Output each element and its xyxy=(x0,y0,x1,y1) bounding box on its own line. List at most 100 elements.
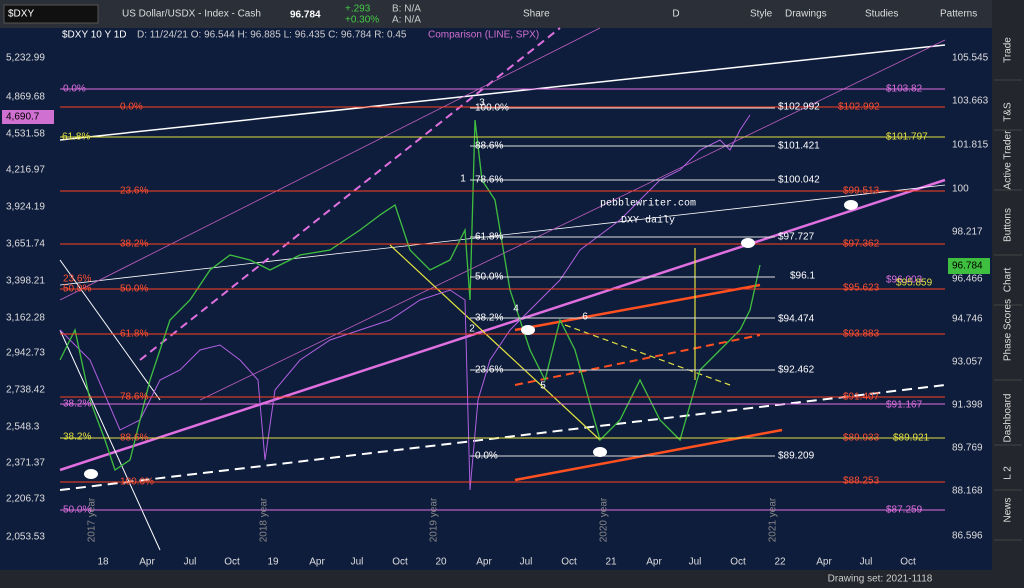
price-marker xyxy=(2,110,54,124)
trend-line xyxy=(514,334,761,386)
footer-bar xyxy=(0,570,992,588)
toolbar xyxy=(0,0,1024,28)
trend-line xyxy=(199,39,946,401)
price-level-label: $92.462 xyxy=(778,365,815,376)
last-price: 96.784 xyxy=(290,10,321,21)
x-axis-label: 18 xyxy=(97,557,109,568)
sidebar-tab[interactable]: News xyxy=(1003,497,1014,522)
x-axis-label: Apr xyxy=(139,557,155,568)
price-level-label: $93.883 xyxy=(843,329,880,340)
sidebar-tab[interactable]: Active Trader xyxy=(1003,130,1014,190)
sidebar-tab[interactable]: Dashboard xyxy=(1003,394,1014,443)
left-axis-label: 4,216.97 xyxy=(6,165,45,176)
wave-label: 1 xyxy=(460,174,466,185)
price-level-label: $89.921 xyxy=(893,433,930,444)
symbol: $DXY xyxy=(8,9,34,20)
right-axis-bg xyxy=(948,28,992,570)
price-level-label: $95.623 xyxy=(843,283,880,294)
marker xyxy=(84,469,98,479)
channel-line xyxy=(59,259,161,401)
fib-label: 0.0% xyxy=(63,84,86,95)
fib-label: 50.0% xyxy=(475,272,503,283)
trend-line xyxy=(59,384,946,491)
right-axis-label: 89.769 xyxy=(952,443,983,454)
left-axis-label: 5,232.99 xyxy=(6,53,45,64)
price-level-label: $100.042 xyxy=(778,175,820,186)
channel-line xyxy=(59,329,161,551)
marker xyxy=(593,447,607,457)
marker xyxy=(521,325,535,335)
left-axis-label: 2,548.3 xyxy=(6,422,40,433)
fib-label: 78.6% xyxy=(120,392,148,403)
watermark: pebblewriter.com xyxy=(600,198,696,210)
fib-label: 0.0% xyxy=(475,451,498,462)
sidebar-tab[interactable]: Buttons xyxy=(1003,208,1014,242)
x-axis-label: Apr xyxy=(309,557,325,568)
comparison: Comparison (LINE, SPX) xyxy=(428,30,539,41)
year-label: 2019 year xyxy=(429,497,440,542)
sidebar-tab[interactable]: Phase Scores xyxy=(1003,299,1014,361)
x-axis-label: Apr xyxy=(476,557,492,568)
left-axis-label: 2,053.53 xyxy=(6,532,45,543)
symbol-box[interactable] xyxy=(3,4,99,24)
trend-line xyxy=(59,44,946,141)
wave-label: 2 xyxy=(469,324,475,335)
x-axis-label: 21 xyxy=(605,557,617,568)
left-axis-label: 3,162.28 xyxy=(6,313,45,324)
price-level-label: $97.727 xyxy=(778,232,815,243)
wave-label: 4 xyxy=(513,304,519,315)
x-axis-label: Oct xyxy=(392,557,408,568)
toolbar-button[interactable]: Patterns xyxy=(940,9,977,20)
toolbar-button[interactable]: Style xyxy=(750,9,773,20)
price-level-label: $96.003 xyxy=(886,275,923,286)
sidebar-tab[interactable]: T&S xyxy=(1003,102,1014,122)
fib-label: 50.0% xyxy=(63,505,91,516)
fib-label: 23.6% xyxy=(475,365,503,376)
price-level-label: $89.209 xyxy=(778,451,815,462)
x-axis-label: Jul xyxy=(860,557,873,568)
right-axis-label: 91.398 xyxy=(952,400,983,411)
right-axis-label: 88.168 xyxy=(952,486,983,497)
drawing-set: Drawing set: 2021-1118 xyxy=(828,574,933,585)
price-level-label: $102.992 xyxy=(778,102,820,113)
toolbar-button[interactable]: Drawings xyxy=(785,9,827,20)
x-axis-label: 19 xyxy=(267,557,279,568)
year-label: 2020 year xyxy=(599,497,610,542)
left-axis-label: 4,690.7 xyxy=(6,112,40,123)
sidebar-tab[interactable]: L 2 xyxy=(1003,466,1014,480)
drawings xyxy=(59,27,946,551)
change-pct: +0.30% xyxy=(345,15,379,26)
fib-label: 38.2% xyxy=(63,399,91,410)
marker xyxy=(741,238,755,248)
price-level-label: $97.362 xyxy=(843,239,880,250)
right-axis-label: 94.746 xyxy=(952,314,983,325)
x-axis-label: Jul xyxy=(520,557,533,568)
toolbar-button[interactable]: Share xyxy=(523,9,550,20)
fib-label: 61.8% xyxy=(62,132,90,143)
sidebar-tab[interactable]: Trade xyxy=(1003,37,1014,63)
sidebar-tab[interactable]: Chart xyxy=(1003,268,1014,293)
fib-label: 100.0% xyxy=(120,477,154,488)
toolbar-button[interactable]: D xyxy=(672,9,679,20)
wave-label: 5 xyxy=(540,381,546,392)
price-level-label: $96.1 xyxy=(790,271,815,282)
left-axis-label: 4,869.68 xyxy=(6,92,45,103)
right-axis-label: 86.596 xyxy=(952,531,983,542)
watermark: DXY daily xyxy=(621,215,675,227)
right-axis-label: 98.217 xyxy=(952,227,983,238)
wave-label: 3 xyxy=(479,98,485,109)
x-axis-label: Oct xyxy=(900,557,916,568)
instrument-name: US Dollar/USDX - Index - Cash xyxy=(122,9,261,20)
price-level-label: $94.474 xyxy=(778,314,815,325)
price-level-label: $89.933 xyxy=(843,433,880,444)
price-level-label: $91.407 xyxy=(843,392,880,403)
toolbar-button[interactable]: Studies xyxy=(865,9,898,20)
right-axis-label: 96.784 xyxy=(952,261,983,272)
left-axis-label: 2,371.37 xyxy=(6,458,45,469)
price-marker xyxy=(948,258,990,274)
fib-label: 100.0% xyxy=(475,103,509,114)
ohlc: D: 11/24/21 O: 96.544 H: 96.885 L: 96.43… xyxy=(137,30,407,41)
price-level-label: $101.797 xyxy=(886,132,928,143)
price-level-label: $102.992 xyxy=(838,102,880,113)
fib-label: 61.8% xyxy=(475,232,503,243)
